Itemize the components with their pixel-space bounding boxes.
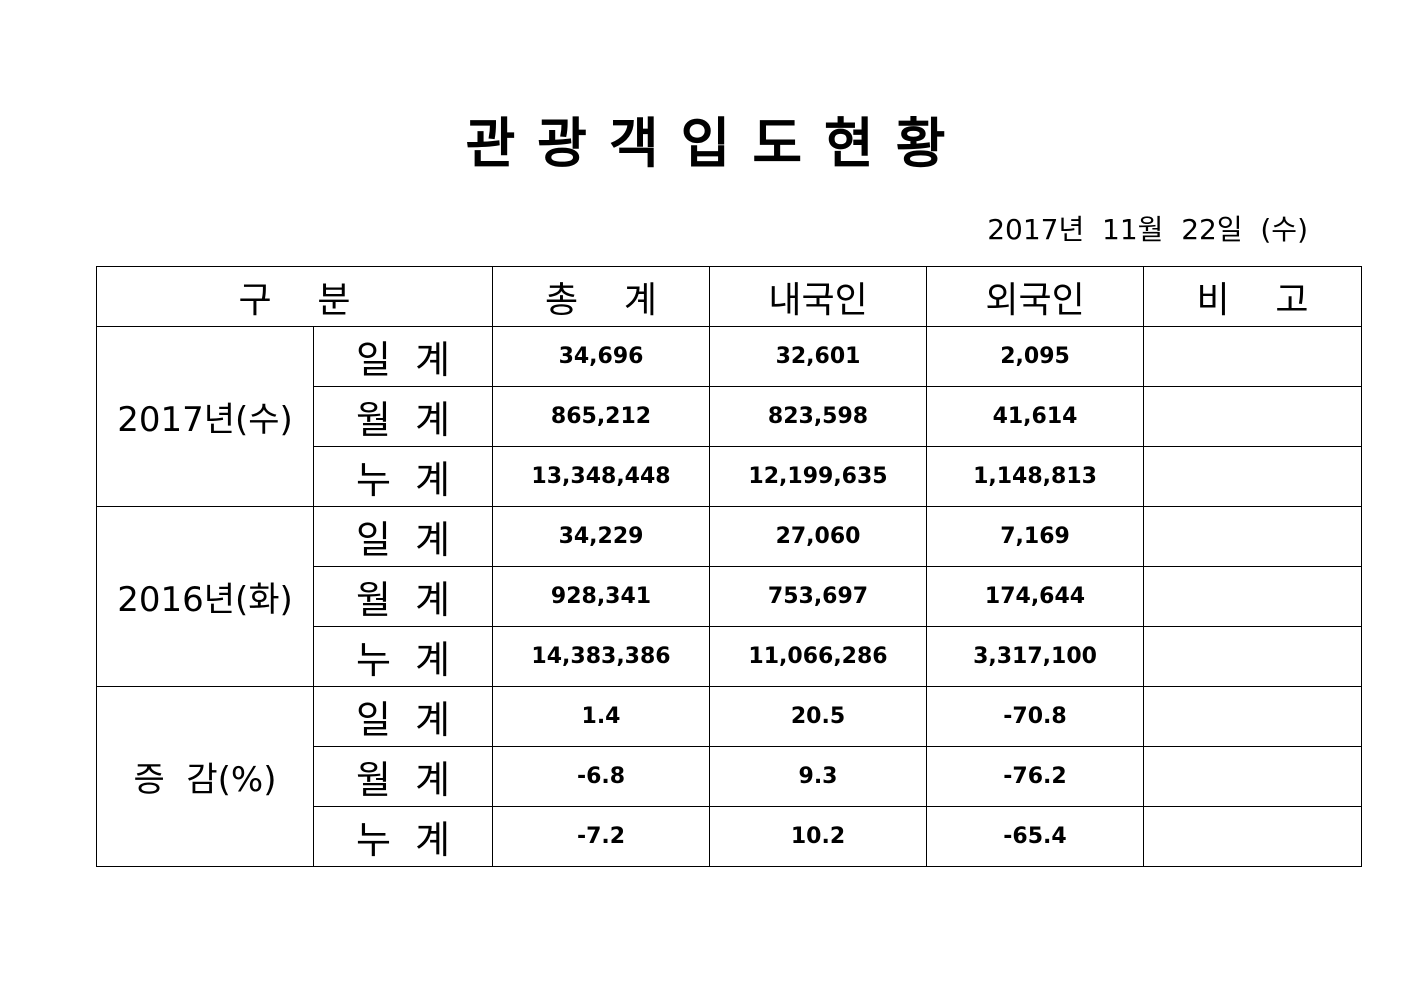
- row-label: 일 계: [312, 506, 494, 567]
- remarks-cell: [1143, 806, 1363, 867]
- header-foreign: 외국인: [926, 266, 1145, 327]
- row-label: 일 계: [312, 326, 494, 387]
- title-char: 관: [465, 112, 516, 175]
- total-cell: -7.2: [492, 806, 711, 867]
- header-category: 구 분: [95, 266, 494, 327]
- table-row: 월 계 928,341 753,697 174,644: [97, 566, 1363, 627]
- table-row: 2016년(화) 일 계 34,229 27,060 7,169: [96, 506, 1363, 687]
- foreign-cell: 2,095: [926, 326, 1145, 387]
- remarks-cell: [1143, 746, 1363, 807]
- foreign-cell: 7,169: [926, 506, 1145, 567]
- domestic-cell: 12,199,635: [709, 446, 928, 507]
- report-date: 2017년 11월 22일 (수): [987, 213, 1308, 246]
- header-total: 총 계: [492, 266, 711, 327]
- domestic-cell: 823,598: [709, 386, 928, 447]
- row-label: 누 계: [312, 446, 494, 507]
- foreign-cell: 3,317,100: [926, 626, 1145, 687]
- row-label: 누 계: [312, 626, 494, 687]
- foreign-cell: -70.8: [926, 686, 1145, 747]
- title-char: 현: [824, 112, 874, 175]
- foreign-cell: 1,148,813: [926, 446, 1145, 507]
- table-row: 누 계 14,383,386 11,066,286 3,317,100: [97, 626, 1363, 687]
- title-char: 객: [608, 112, 659, 175]
- remarks-cell: [1143, 506, 1363, 567]
- table-row: 월 계 -6.8 9.3 -76.2: [97, 746, 1363, 807]
- foreign-cell: 41,614: [926, 386, 1145, 447]
- title-char: 입: [680, 112, 731, 175]
- total-cell: 14,383,386: [492, 626, 711, 687]
- group-label: 2017년(수): [96, 326, 314, 507]
- domestic-cell: 753,697: [709, 566, 928, 627]
- domestic-cell: 20.5: [709, 686, 928, 747]
- remarks-cell: [1143, 626, 1363, 687]
- remarks-cell: [1143, 326, 1363, 387]
- header-domestic: 내국인: [709, 266, 928, 327]
- domestic-cell: 11,066,286: [709, 626, 928, 687]
- row-label: 월 계: [312, 746, 494, 807]
- total-cell: 13,348,448: [492, 446, 711, 507]
- table-row: 증 감(%) 일 계 1.4 20.5 -70.8: [96, 686, 1363, 867]
- remarks-cell: [1143, 686, 1363, 747]
- row-label: 일 계: [312, 686, 494, 747]
- title-char: 도: [752, 112, 803, 175]
- domestic-cell: 27,060: [709, 506, 928, 567]
- foreign-cell: 174,644: [926, 566, 1145, 627]
- table-row: 2017년(수) 일 계 34,696 32,601 2,095: [96, 326, 1363, 507]
- row-label: 누 계: [312, 806, 494, 867]
- remarks-cell: [1143, 446, 1363, 507]
- total-cell: 928,341: [492, 566, 711, 627]
- title-char: 황: [895, 112, 946, 175]
- total-cell: 865,212: [492, 386, 711, 447]
- domestic-cell: 9.3: [709, 746, 928, 807]
- group-label: 2016년(화): [96, 506, 314, 687]
- group-label: 증 감(%): [96, 686, 314, 867]
- domestic-cell: 10.2: [709, 806, 928, 867]
- remarks-cell: [1143, 386, 1363, 447]
- total-cell: 34,229: [492, 506, 711, 567]
- foreign-cell: -76.2: [926, 746, 1145, 807]
- domestic-cell: 32,601: [709, 326, 928, 387]
- row-label: 월 계: [312, 566, 494, 627]
- title-char: 광: [537, 112, 587, 175]
- header-row: 구 분 총 계 내국인 외국인 비 고: [95, 266, 1363, 327]
- total-cell: 1.4: [492, 686, 711, 747]
- header-remarks: 비 고: [1143, 266, 1363, 327]
- tourist-stats-table: 구 분 총 계 내국인 외국인 비 고 2017년(수) 일 계 34,696 …: [95, 266, 1363, 867]
- foreign-cell: -65.4: [926, 806, 1145, 867]
- row-label: 월 계: [312, 386, 494, 447]
- total-cell: 34,696: [492, 326, 711, 387]
- remarks-cell: [1143, 566, 1363, 627]
- table-row: 누 계 13,348,448 12,199,635 1,148,813: [97, 446, 1363, 507]
- table-row: 누 계 -7.2 10.2 -65.4: [97, 806, 1363, 867]
- total-cell: -6.8: [492, 746, 711, 807]
